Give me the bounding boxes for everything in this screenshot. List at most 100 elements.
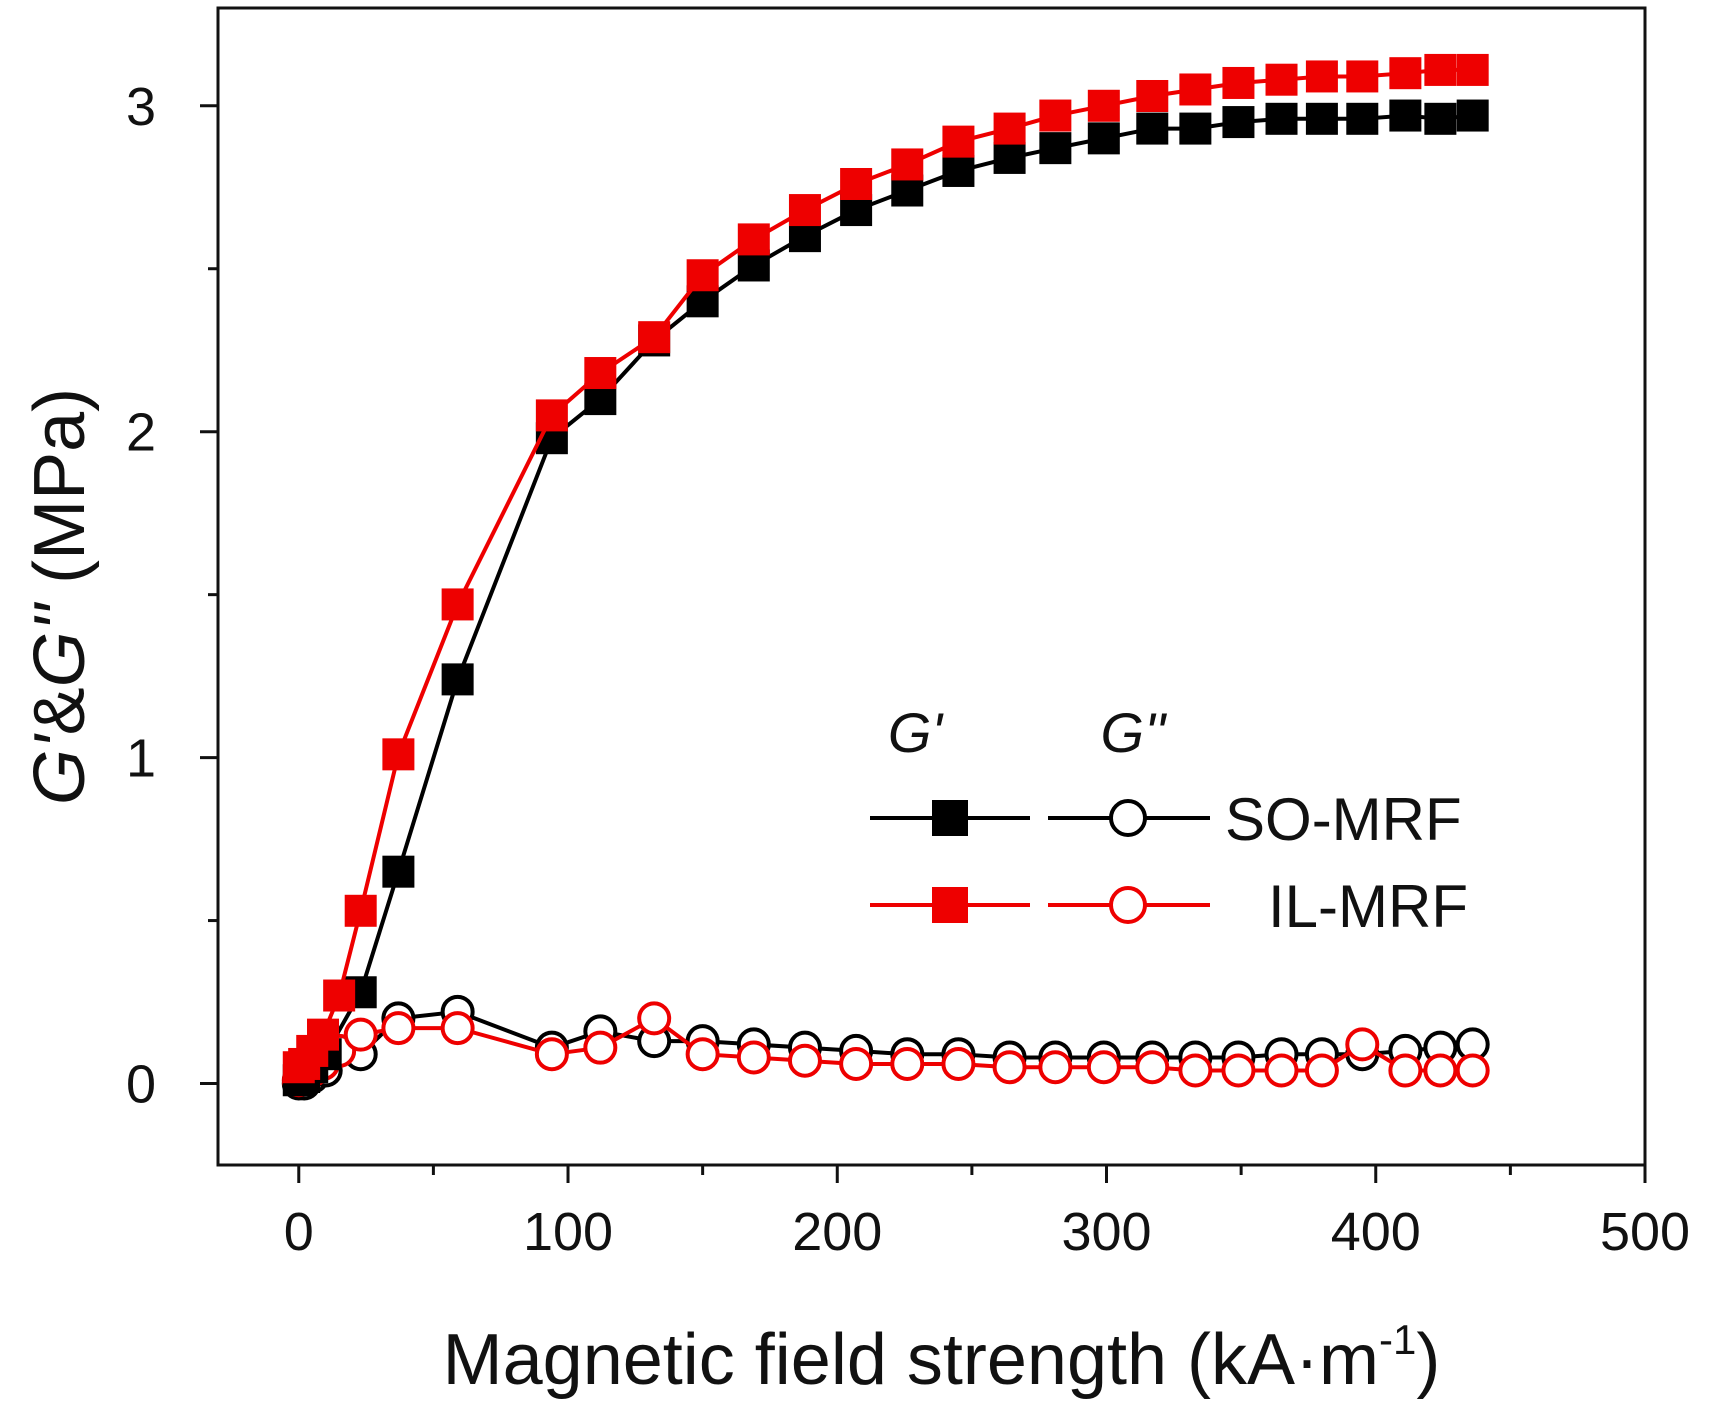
x-axis-title-main: Magnetic field strength (kA·m xyxy=(443,1320,1379,1400)
data-point-il-mrf-g xyxy=(1424,53,1457,86)
data-point-il-mrf-g xyxy=(344,894,377,927)
data-point-so-mrf-g xyxy=(1087,122,1120,155)
data-point-il-mrf-g xyxy=(993,112,1026,145)
series-so-mrf-g xyxy=(281,994,1490,1101)
x-axis-title: Magnetic field strength (kA·m-1) xyxy=(443,1316,1441,1400)
legend-marker-so-gdoubleprime xyxy=(1109,799,1147,837)
data-point-il-mrf-g xyxy=(1345,1027,1380,1062)
legend-label-il-mrf: IL-MRF xyxy=(1268,873,1468,940)
data-point-il-mrf-g xyxy=(1265,63,1298,96)
data-point-il-mrf-g xyxy=(1423,1053,1458,1088)
data-point-il-mrf-g xyxy=(583,1030,618,1065)
data-point-il-mrf-g xyxy=(1455,1053,1490,1088)
data-point-il-mrf-g xyxy=(535,399,568,432)
data-point-so-mrf-g xyxy=(1424,102,1457,135)
data-point-il-mrf-g xyxy=(685,1037,720,1072)
data-point-il-mrf-g xyxy=(343,1017,378,1052)
data-point-so-mrf-g xyxy=(942,154,975,187)
legend-marker-so-gprime xyxy=(932,800,968,836)
data-point-il-mrf-g xyxy=(1038,1050,1073,1085)
y-tick-label: 2 xyxy=(126,403,156,463)
data-point-il-mrf-g xyxy=(637,1001,672,1036)
series-line-so-mrf-g xyxy=(297,113,1473,1082)
data-point-so-mrf-g xyxy=(382,855,415,888)
data-point-il-mrf-g xyxy=(1346,60,1379,93)
data-point-so-mrf-g xyxy=(1389,99,1422,132)
data-point-il-mrf-g xyxy=(1305,60,1338,93)
y-tick-label: 1 xyxy=(126,729,156,789)
data-point-il-mrf-g xyxy=(942,125,975,158)
data-point-il-mrf-g xyxy=(1304,1053,1339,1088)
y-axis-title-var2: G'' xyxy=(20,602,100,688)
x-tick-label: 200 xyxy=(792,1202,882,1262)
data-point-il-mrf-g xyxy=(1221,1053,1256,1088)
data-point-il-mrf-g xyxy=(1039,99,1072,132)
data-point-il-mrf-g xyxy=(686,259,719,292)
data-point-il-mrf-g xyxy=(840,167,873,200)
data-point-il-mrf-g xyxy=(1135,1050,1170,1085)
legend-header-gprime: G' xyxy=(888,701,945,764)
x-tick-label: 0 xyxy=(284,1202,314,1262)
data-point-il-mrf-g xyxy=(992,1050,1027,1085)
data-point-il-mrf-g xyxy=(1178,1053,1213,1088)
y-axis-title-var1: G' xyxy=(20,733,100,805)
data-point-il-mrf-g xyxy=(890,1046,925,1081)
y-tick-label: 0 xyxy=(126,1055,156,1115)
data-point-il-mrf-g xyxy=(534,1037,569,1072)
data-point-so-mrf-g xyxy=(1265,102,1298,135)
data-point-il-mrf-g xyxy=(441,588,474,621)
y-axis: 0 1 2 3 xyxy=(126,77,218,1115)
data-point-il-mrf-g xyxy=(440,1011,475,1046)
data-point-il-mrf-g xyxy=(381,1011,416,1046)
data-point-il-mrf-g xyxy=(1136,79,1169,112)
data-point-il-mrf-g xyxy=(737,223,770,256)
data-point-il-mrf-g xyxy=(1388,1053,1423,1088)
data-point-so-mrf-g xyxy=(1305,102,1338,135)
legend-marker-il-gdoubleprime xyxy=(1109,886,1147,924)
data-point-il-mrf-g xyxy=(941,1046,976,1081)
data-point-so-mrf-g xyxy=(441,663,474,696)
data-point-il-mrf-g xyxy=(787,1043,822,1078)
data-point-il-mrf-g xyxy=(736,1040,771,1075)
x-axis-title-close: ) xyxy=(1416,1320,1440,1400)
data-point-so-mrf-g xyxy=(1179,112,1212,145)
data-point-il-mrf-g xyxy=(323,979,356,1012)
y-axis-title: G'&G'' (MPa) xyxy=(20,388,100,805)
y-axis-title-amp: & xyxy=(20,687,100,735)
series-line-so-mrf-g xyxy=(298,1009,1473,1086)
data-point-so-mrf-g xyxy=(1039,132,1072,165)
data-point-il-mrf-g xyxy=(1389,57,1422,90)
legend: G' G'' SO-MRF IL-MRF xyxy=(870,701,1468,940)
data-point-il-mrf-g xyxy=(839,1046,874,1081)
data-point-il-mrf-g xyxy=(307,1018,340,1051)
x-axis: 0 100 200 300 400 500 xyxy=(284,1165,1690,1262)
x-tick-label: 100 xyxy=(523,1202,613,1262)
data-point-il-mrf-g xyxy=(1087,89,1120,122)
data-point-il-mrf-g xyxy=(584,357,617,390)
x-tick-label: 500 xyxy=(1600,1202,1690,1262)
legend-header-gdoubleprime: G'' xyxy=(1101,701,1168,764)
plot-area xyxy=(281,53,1490,1101)
series-il-mrf-g xyxy=(281,1001,1490,1098)
data-point-so-mrf-g xyxy=(1222,106,1255,139)
data-point-il-mrf-g xyxy=(1086,1050,1121,1085)
y-axis-title-unit: (MPa) xyxy=(20,388,100,604)
data-point-so-mrf-g xyxy=(993,141,1026,174)
data-point-il-mrf-g xyxy=(788,194,821,227)
data-point-so-mrf-g xyxy=(1136,112,1169,145)
x-axis-title-superscript: -1 xyxy=(1379,1316,1416,1363)
data-point-il-mrf-g xyxy=(1222,66,1255,99)
y-tick-label: 3 xyxy=(126,77,156,137)
plot-frame xyxy=(216,6,1647,1167)
data-point-il-mrf-g xyxy=(638,321,671,354)
x-tick-label: 300 xyxy=(1061,1202,1151,1262)
series-il-mrf-g xyxy=(282,53,1489,1084)
data-point-so-mrf-g xyxy=(1346,102,1379,135)
data-point-so-mrf-g xyxy=(1456,99,1489,132)
legend-label-so-mrf: SO-MRF xyxy=(1225,786,1462,853)
x-tick-label: 400 xyxy=(1331,1202,1421,1262)
data-point-il-mrf-g xyxy=(891,148,924,181)
data-point-il-mrf-g xyxy=(1456,53,1489,86)
data-point-il-mrf-g xyxy=(1264,1053,1299,1088)
